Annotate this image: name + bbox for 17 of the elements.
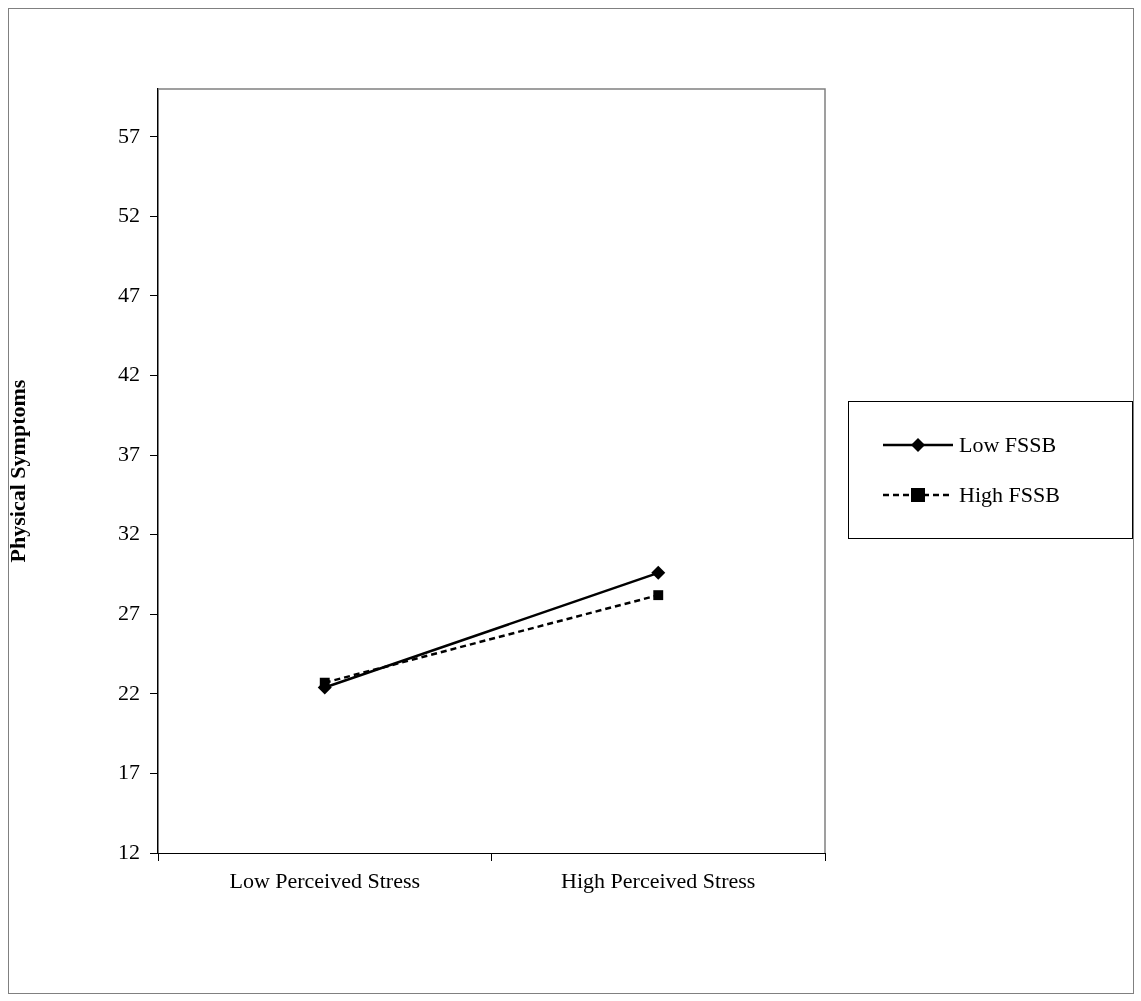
legend-label: High FSSB (959, 482, 1060, 508)
y-axis-title: Physical Symptoms (4, 379, 30, 563)
y-tick-label: 52 (118, 202, 140, 228)
point (651, 565, 666, 580)
y-tick-label: 22 (118, 679, 140, 705)
y-tick-label: 37 (118, 440, 140, 466)
x-tick-label: Low Perceived Stress (229, 867, 421, 893)
y-tick-label: 32 (118, 520, 140, 546)
y-tick-label: 17 (118, 759, 140, 785)
y-tick-label: 12 (118, 838, 140, 864)
legend-label: Low FSSB (959, 432, 1057, 458)
y-tick-label: 27 (118, 600, 140, 626)
y-tick-label: 47 (118, 281, 140, 307)
y-tick-label: 57 (118, 122, 140, 148)
x-tick-label: High Perceived Stress (561, 867, 756, 893)
point (653, 590, 664, 601)
y-tick-label: 42 (118, 361, 140, 387)
